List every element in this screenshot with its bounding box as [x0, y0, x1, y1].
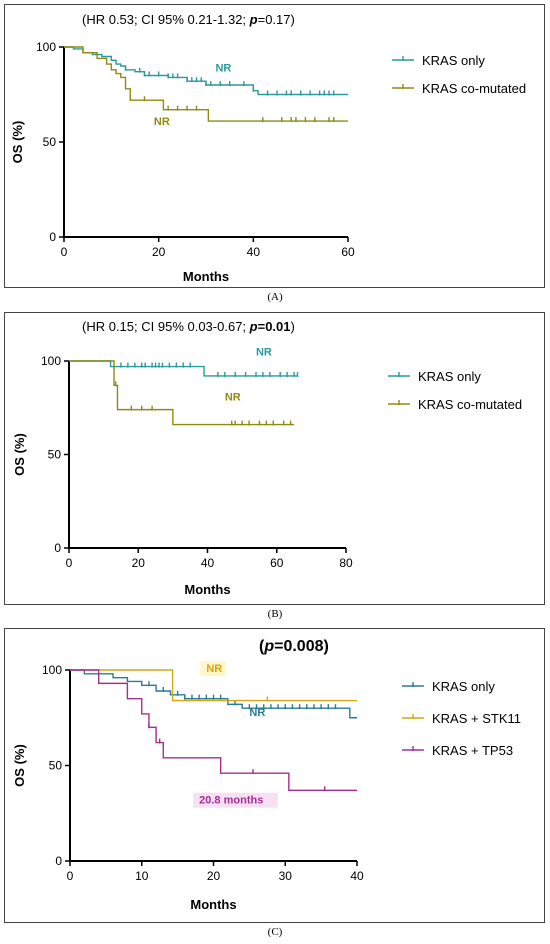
- panel-c-km-curve-kras-only: [70, 669, 357, 719]
- panel-c-x-tick-label: 40: [350, 869, 364, 883]
- panel-b-km-curve-kras-co-mutated: [69, 360, 295, 426]
- panel-a-series-kras-only: NR: [64, 46, 348, 96]
- panel-b-legend-label: KRAS co-mutated: [418, 397, 522, 412]
- panel-c-chart: 0 10 20 30 40 0 50 100 Months OS (%) (p=0.008) NR KR…: [12, 638, 521, 912]
- panel-c-frame: [4, 628, 545, 923]
- panel-a-median-annotation: NR: [154, 116, 170, 128]
- panel-b-caption: (B): [267, 608, 283, 620]
- panel-a-km-curve-kras-co-mutated: [64, 46, 348, 122]
- panel-b-y-tick-label: 100: [41, 354, 61, 368]
- panel-a-series-kras-co-mutated: NR: [64, 46, 348, 128]
- panel-b-legend-label: KRAS only: [418, 369, 481, 384]
- panel-b-series-kras-co-mutated: NR: [69, 360, 295, 426]
- panel-b-chart: 0 20 40 60 80 0 50 100 Months OS (%) (HR 0.15; CI …: [12, 319, 522, 597]
- panel-b-x-axis-title: Months: [184, 582, 230, 597]
- panel-a-axes: [63, 47, 348, 238]
- panel-a-y-axis-title: OS (%): [10, 121, 25, 164]
- panel-a-x-tick-label: 0: [61, 245, 68, 259]
- panel-c-km-curve-kras-stk11: [70, 669, 357, 702]
- panel-c-x-tick-label: 20: [207, 869, 221, 883]
- panel-b-x-tick-label: 40: [201, 556, 215, 570]
- panel-c-series-kras-stk11: NR: [70, 660, 357, 702]
- panel-c-caption: (C): [267, 926, 283, 938]
- panel-b-x-tick-label: 60: [270, 556, 284, 570]
- panel-c-y-axis-title: OS (%): [12, 744, 27, 787]
- panel-c-median-annotation: NR: [249, 707, 265, 719]
- panel-c-x-tick-label: 0: [67, 869, 74, 883]
- panel-c-legend-label: KRAS + STK11: [432, 711, 521, 726]
- panel-c-legend-label: KRAS + TP53: [432, 743, 513, 758]
- panel-a-x-axis-title: Months: [183, 269, 229, 284]
- panel-b-median-annotation: NR: [225, 391, 241, 403]
- panel-c-x-axis-title: Months: [190, 897, 236, 912]
- panel-c-x-tick-label: 10: [135, 869, 149, 883]
- panel-a-y-tick-label: 50: [43, 135, 57, 149]
- panel-b-x-tick-label: 80: [339, 556, 353, 570]
- panel-a-median-annotation: NR: [215, 63, 231, 75]
- panel-a-frame: [4, 4, 545, 288]
- panel-c-legend-label: KRAS only: [432, 679, 495, 694]
- panel-a-x-tick-label: 20: [152, 245, 166, 259]
- panel-c-median-annotation: 20.8 months: [199, 795, 263, 807]
- panel-c-series-kras-only: NR: [70, 669, 357, 719]
- panel-a-caption: (A): [267, 291, 283, 303]
- panel-a-km-curve-kras-only: [64, 46, 348, 96]
- panel-a-x-tick-label: 40: [247, 245, 261, 259]
- panel-b-y-axis-title: OS (%): [12, 433, 27, 476]
- panel-c-median-annotation: NR: [206, 663, 222, 675]
- panel-a-stats-title: (HR 0.53; CI 95% 0.21-1.32; p=0.17): [82, 12, 295, 27]
- panel-b-x-tick-label: 20: [132, 556, 146, 570]
- panel-c-x-tick-label: 30: [279, 869, 293, 883]
- panel-c-y-tick-label: 0: [55, 854, 62, 868]
- panel-a-chart: 0 20 40 60 0 50 100 Months OS (%) (HR 0.53; CI 95…: [10, 12, 526, 284]
- panel-b-y-tick-label: 50: [48, 448, 62, 462]
- panel-c-y-tick-label: 100: [42, 663, 62, 677]
- panel-a-legend-label: KRAS only: [422, 53, 485, 68]
- panel-b-median-annotation: NR: [256, 346, 272, 358]
- panel-c-series-kras-tp53: 20.8 months: [70, 669, 357, 808]
- panel-a-y-tick-label: 100: [36, 40, 56, 54]
- panel-b-y-tick-label: 0: [54, 541, 61, 555]
- panel-c-km-curve-kras-tp53: [70, 669, 357, 792]
- panel-b-x-tick-label: 0: [66, 556, 73, 570]
- panel-a-legend-label: KRAS co-mutated: [422, 81, 526, 96]
- panel-a-y-tick-label: 0: [49, 230, 56, 244]
- panel-c-annotation-highlight: [193, 792, 278, 808]
- panel-a-x-tick-label: 60: [341, 245, 355, 259]
- panel-c-y-tick-label: 50: [49, 759, 63, 773]
- panel-b-axes: [68, 361, 346, 549]
- panel-c-annotation-highlight: [200, 660, 226, 676]
- panel-c-stats-title: (p=0.008): [259, 638, 329, 655]
- panel-b-stats-title: (HR 0.15; CI 95% 0.03-0.67; p=0.01): [82, 319, 295, 334]
